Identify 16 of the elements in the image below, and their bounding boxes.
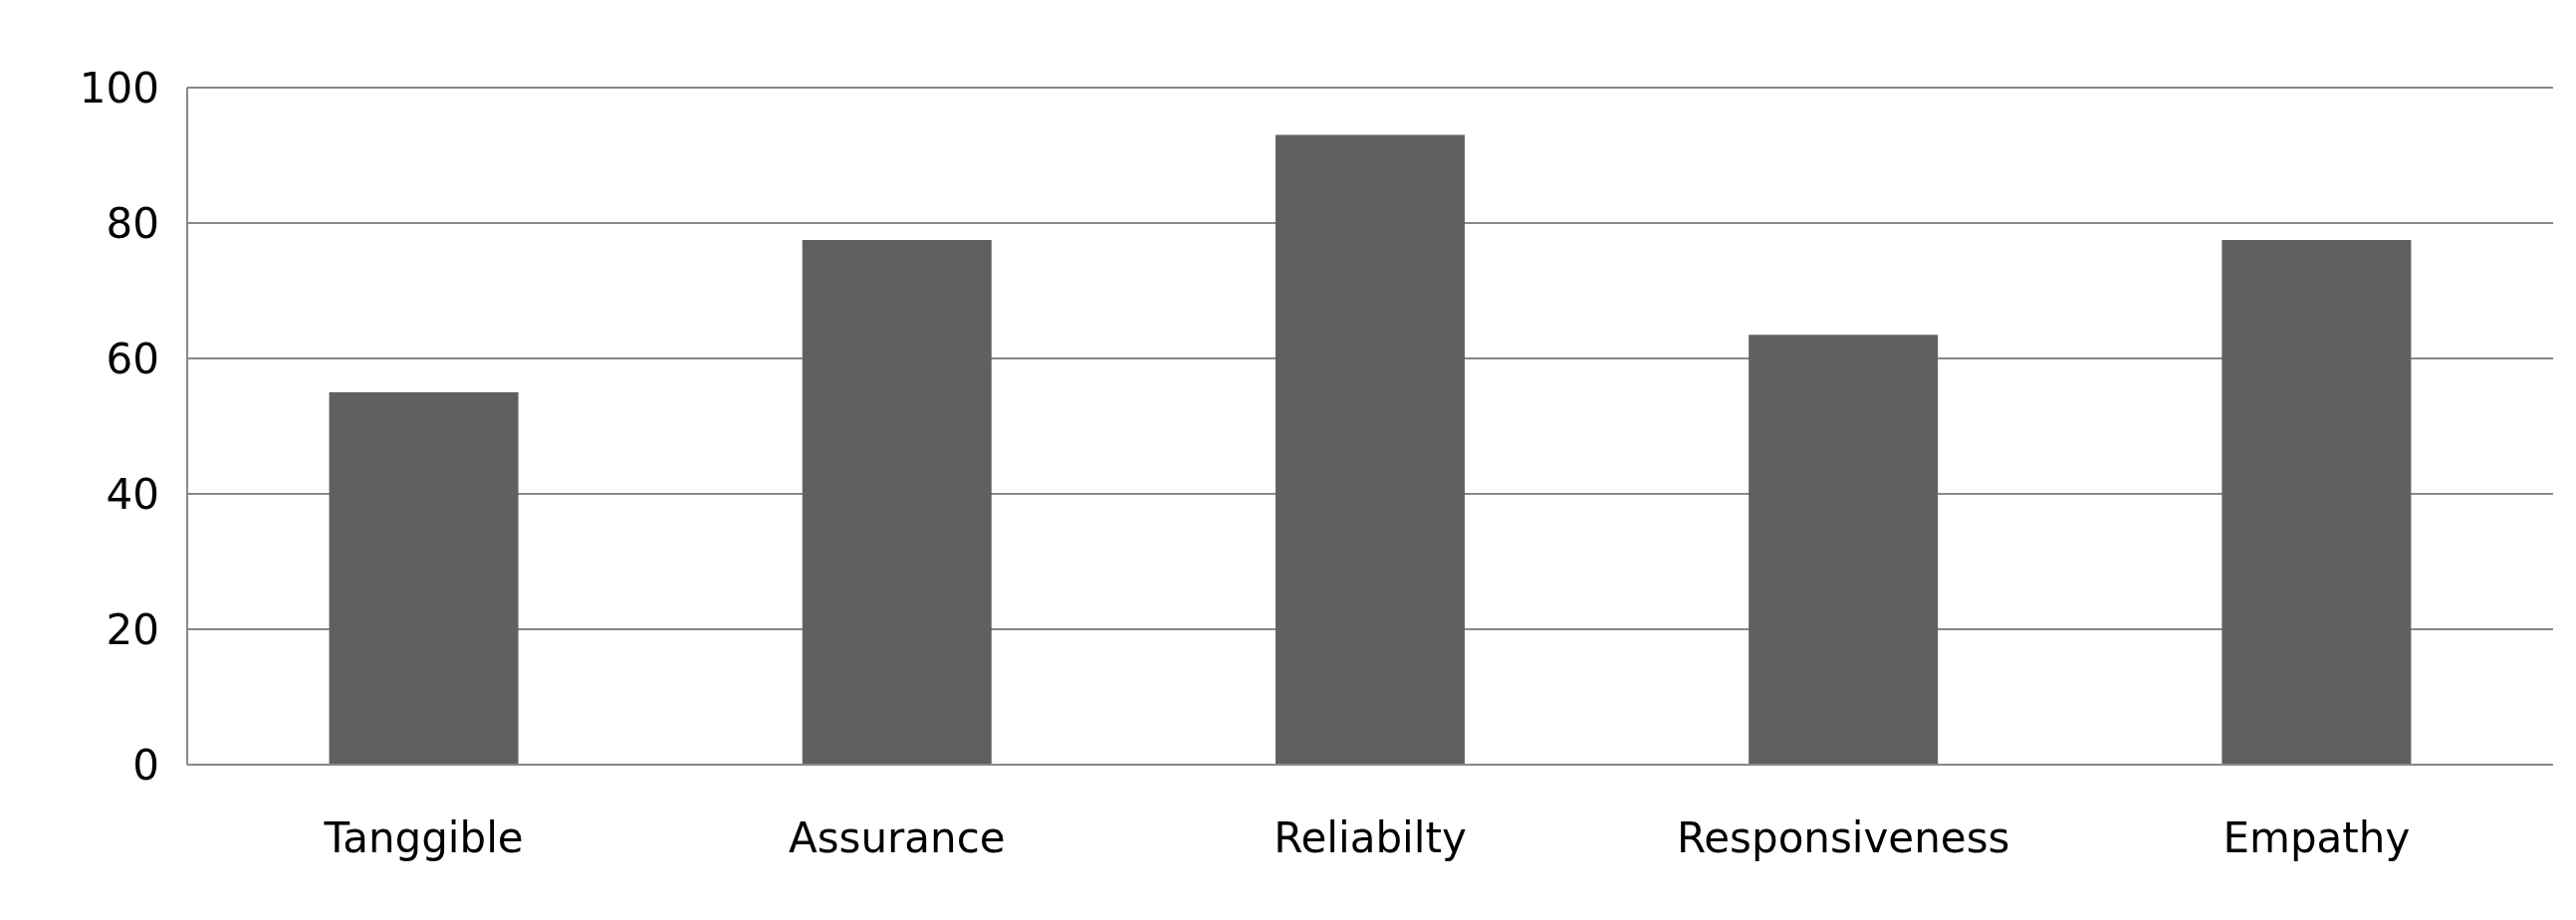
bar [329,392,519,765]
y-tick-label: 60 [106,334,159,383]
y-tick-label: 0 [132,740,159,790]
bar [1749,335,1939,765]
y-tick-label: 40 [106,469,159,519]
x-tick-label: Tanggible [323,812,524,862]
bar [802,240,992,765]
x-tick-label: Empathy [2223,812,2411,862]
y-tick-label: 100 [79,63,159,113]
bar [2222,240,2412,765]
y-tick-label: 80 [106,198,159,248]
x-tick-label: Reliabilty [1274,812,1467,862]
y-tick-label: 20 [106,604,159,654]
x-tick-label: Responsiveness [1676,812,2010,862]
bar [1275,134,1465,765]
x-tick-label: Assurance [788,812,1006,862]
